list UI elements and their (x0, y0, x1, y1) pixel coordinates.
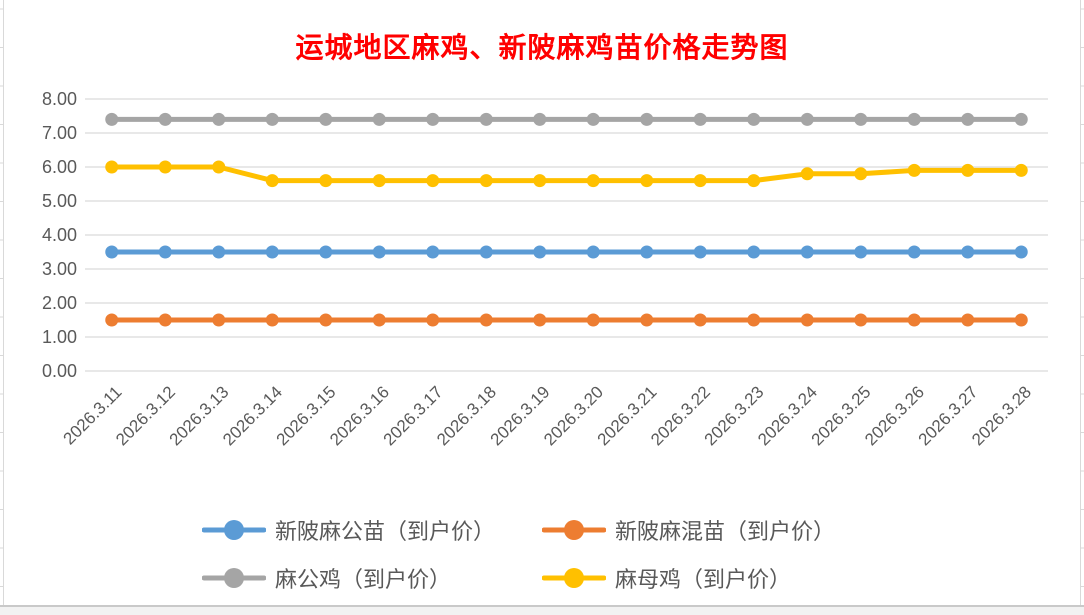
svg-text:6.00: 6.00 (42, 157, 77, 177)
legend-item-xinpo-ma-gong-miao: 新陂麻公苗（到户价） (202, 514, 542, 546)
line-marker-icon (202, 568, 266, 588)
legend-item-ma-gong-ji: 麻公鸡（到户价） (202, 562, 542, 594)
line-marker-icon (542, 568, 606, 588)
svg-text:3.00: 3.00 (42, 259, 77, 279)
legend-label: 新陂麻混苗（到户价） (615, 519, 836, 544)
svg-text:5.00: 5.00 (42, 191, 77, 211)
svg-text:7.00: 7.00 (42, 123, 77, 143)
svg-text:2.00: 2.00 (42, 293, 77, 313)
legend-item-xinpo-ma-hun-miao: 新陂麻混苗（到户价） (542, 514, 882, 546)
chart-title: 运城地区麻鸡、新陂麻鸡苗价格走势图 (295, 33, 789, 64)
svg-text:4.00: 4.00 (42, 225, 77, 245)
chart-legend: 新陂麻公苗（到户价） 新陂麻混苗（到户价） 麻公鸡（到户价） 麻母鸡（到户价） (0, 514, 1084, 594)
svg-text:0.00: 0.00 (42, 361, 77, 381)
line-marker-icon (542, 520, 606, 540)
legend-item-ma-mu-ji: 麻母鸡（到户价） (542, 562, 882, 594)
legend-label: 麻母鸡（到户价） (615, 567, 792, 592)
legend-label: 麻公鸡（到户价） (275, 567, 452, 592)
svg-text:8.00: 8.00 (42, 89, 77, 109)
legend-label: 新陂麻公苗（到户价） (275, 519, 496, 544)
svg-text:2026.3.28: 2026.3.28 (968, 382, 1035, 449)
line-marker-icon (202, 520, 266, 540)
svg-text:1.00: 1.00 (42, 327, 77, 347)
